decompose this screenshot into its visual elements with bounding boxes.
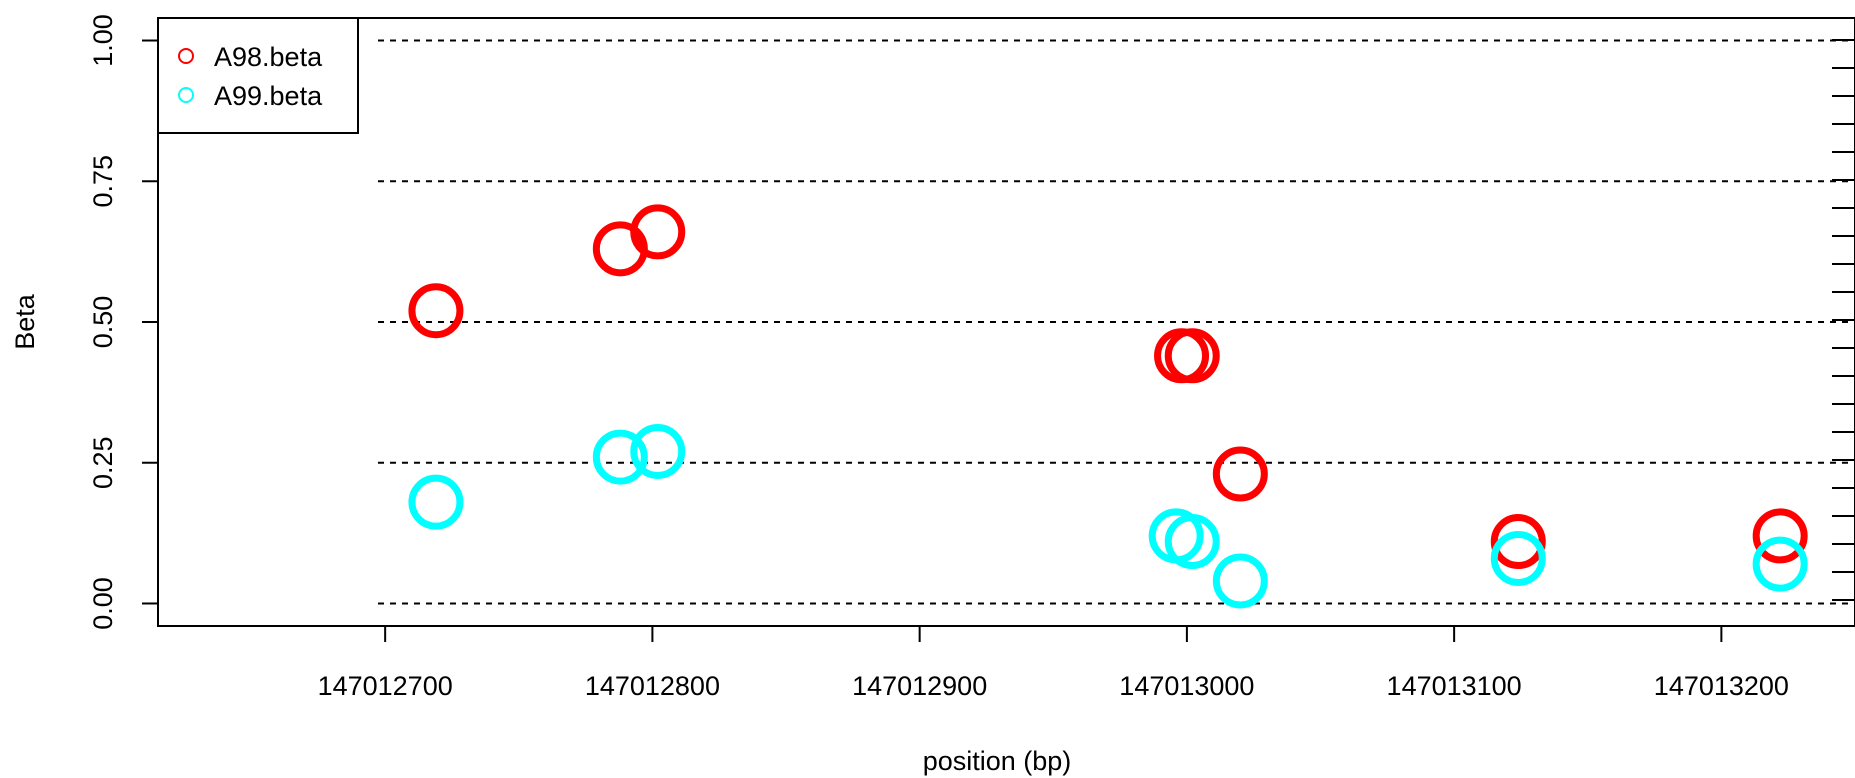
data-points (408, 204, 1808, 609)
x-tick-label-4: 147013100 (1387, 671, 1522, 701)
x-tick-label-1: 147012800 (585, 671, 720, 701)
x-tick-label-0: 147012700 (318, 671, 453, 701)
y-axis-title: Beta (10, 293, 40, 350)
point-A98-beta-0 (408, 283, 464, 339)
legend-marker-A99-beta (178, 87, 194, 103)
y-tick-label-0: 0.00 (88, 577, 118, 630)
legend: A98.beta A99.beta (157, 17, 359, 134)
y-tick-label-4: 1.00 (88, 14, 118, 67)
point-A99-beta-5 (1212, 553, 1268, 609)
x-axis: 147012700 147012800 147012900 147013000 1470… (318, 626, 1789, 701)
point-A99-beta-7 (1752, 536, 1808, 592)
point-A99-beta-6 (1490, 530, 1546, 586)
point-A98-beta-5 (1212, 446, 1268, 502)
point-A99-beta-4 (1164, 514, 1220, 570)
legend-label-A99-beta: A99.beta (214, 81, 323, 111)
point-A99-beta-1 (592, 429, 648, 485)
legend-label-A98-beta: A98.beta (214, 42, 323, 72)
x-tick-label-2: 147012900 (852, 671, 987, 701)
point-A98-beta-4 (1164, 328, 1220, 384)
point-A98-beta-2 (630, 204, 686, 260)
x-axis-title: position (bp) (923, 746, 1072, 776)
point-A99-beta-2 (630, 423, 686, 479)
point-A99-beta-0 (408, 474, 464, 530)
y-tick-label-2: 0.50 (88, 296, 118, 349)
x-tick-label-5: 147013200 (1654, 671, 1789, 701)
y-axis: 0.00 0.25 0.50 0.75 1.00 (88, 14, 158, 630)
right-edge-ticks (1832, 39, 1855, 601)
y-tick-label-3: 0.75 (88, 155, 118, 208)
legend-marker-A98-beta (178, 48, 194, 64)
point-A98-beta-7 (1752, 508, 1808, 564)
legend-box (157, 17, 359, 134)
y-tick-label-1: 0.25 (88, 436, 118, 489)
x-tick-label-3: 147013000 (1119, 671, 1254, 701)
point-A98-beta-6 (1490, 514, 1546, 570)
